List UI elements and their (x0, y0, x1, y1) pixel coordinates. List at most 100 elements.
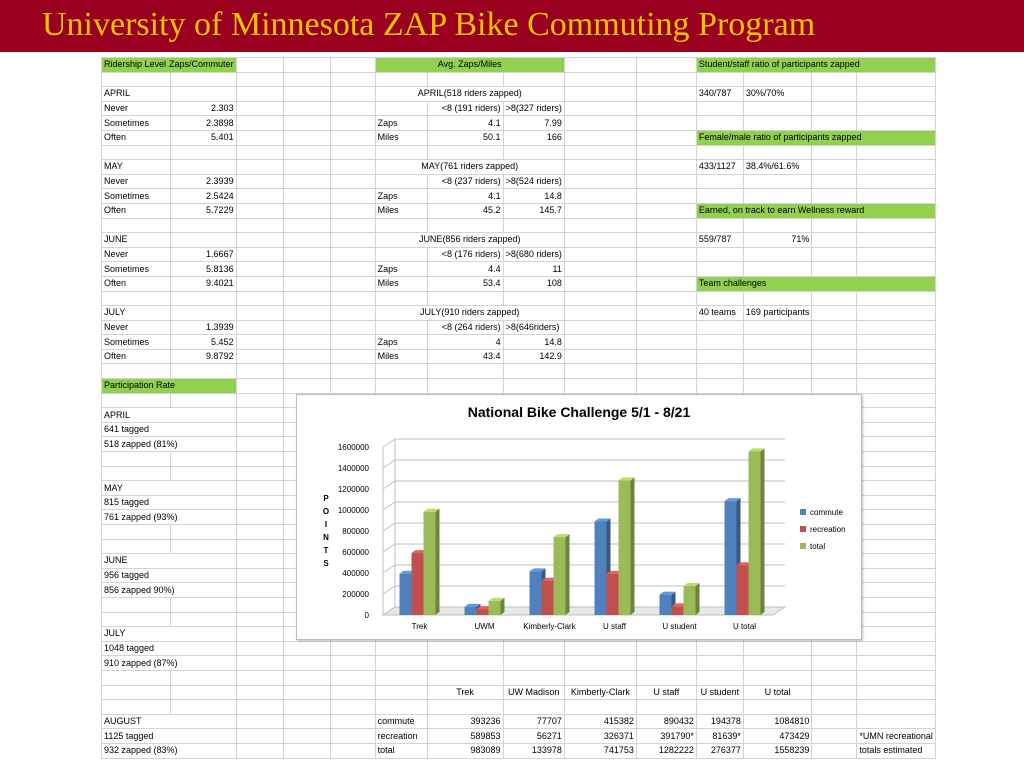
empty-cell (426, 290, 504, 307)
challenge-col-header: U student (695, 684, 744, 701)
grid-row: 1125 tagged recreation 589853 56271 326371 39… (101, 728, 936, 744)
bar-recreation (411, 553, 424, 615)
bar-commute (464, 606, 477, 615)
empty-cell (742, 290, 813, 307)
empty-cell (811, 669, 858, 686)
empty-cell (635, 100, 697, 117)
y-tick-label: 1000000 (338, 506, 370, 515)
riders-over-8: >8(327 riders) (502, 100, 565, 117)
empty-cell (426, 655, 504, 671)
empty-cell (235, 232, 284, 248)
bike-challenge-chart: National Bike Challenge 5/1 - 8/21 0 20000… (296, 394, 862, 640)
participation-tagged: 956 tagged (101, 567, 237, 584)
empty-cell (502, 669, 565, 686)
empty-cell (856, 319, 936, 336)
grid-row (100, 290, 936, 307)
empty-cell (100, 392, 172, 409)
empty-cell (329, 188, 376, 204)
empty-cell (235, 363, 284, 380)
ratio-value: 40 teams (695, 305, 744, 321)
empty-cell (811, 71, 858, 88)
empty-cell (235, 713, 284, 730)
empty-cell (170, 392, 237, 409)
empty-cell (856, 611, 936, 628)
empty-cell (170, 305, 237, 321)
participation-zapped: 910 zapped (87%) (101, 655, 237, 671)
empty-cell (170, 159, 237, 175)
miles-over-8: 166 (502, 129, 565, 146)
empty-cell (635, 363, 697, 380)
grid-row: JULY JULY(910 riders zapped) 40 teams 169 p… (100, 305, 936, 321)
bar-top (594, 518, 611, 522)
empty-cell (282, 261, 331, 277)
challenge-value: 393236 (426, 713, 504, 730)
empty-cell (695, 173, 744, 190)
y-tick-label: 800000 (342, 527, 369, 536)
grid-row: JUNE JUNE(856 riders zapped) 559/787 71% (100, 232, 936, 248)
empty-cell (282, 188, 331, 204)
empty-cell (329, 713, 376, 730)
empty-cell (856, 334, 936, 350)
participation-month: APRIL (101, 407, 237, 423)
empty-cell (856, 480, 936, 496)
bar-top (683, 582, 700, 586)
grid-row (100, 699, 936, 715)
empty-cell (856, 305, 936, 321)
grid-row: Ridership Level Zaps/Commuter Avg. Zaps/Mi… (101, 57, 936, 73)
empty-cell (235, 275, 284, 292)
empty-cell (235, 159, 284, 175)
empty-cell (170, 699, 237, 715)
empty-cell (235, 465, 284, 482)
challenge-col-header: UW Madison (502, 684, 565, 701)
empty-cell (282, 202, 331, 219)
challenge-row-label: commute (374, 713, 428, 730)
empty-cell (742, 115, 813, 131)
never-value: 1.6667 (170, 246, 237, 263)
empty-cell (235, 57, 284, 73)
empty-cell (282, 713, 331, 730)
empty-cell (374, 100, 428, 117)
empty-cell (856, 553, 936, 569)
x-tick-label: U student (662, 622, 697, 631)
bar-top (618, 477, 635, 481)
sometimes-value: 5.452 (170, 334, 237, 350)
empty-cell (635, 699, 697, 715)
empty-cell (563, 378, 637, 394)
empty-cell (811, 232, 858, 248)
empty-cell (811, 684, 858, 701)
miles-under-8: 43.4 (426, 348, 504, 365)
grid-row (100, 71, 936, 88)
empty-cell (235, 378, 284, 394)
challenge-value: 81639* (695, 728, 744, 744)
y-tick-label: 400000 (342, 569, 369, 578)
sometimes-value: 2.3898 (170, 115, 237, 131)
empty-cell (695, 363, 744, 380)
empty-cell (563, 363, 637, 380)
grid-row (100, 217, 936, 234)
empty-cell (635, 115, 697, 131)
x-tick-label: UWM (475, 622, 495, 631)
empty-cell (235, 524, 284, 540)
empty-cell (811, 173, 858, 190)
riders-under-8: <8 (191 riders) (426, 100, 504, 117)
empty-cell (374, 669, 428, 686)
empty-cell (563, 290, 637, 307)
y-axis-letter: I (325, 520, 327, 529)
avg-month-title: APRIL(518 riders zapped) (374, 86, 565, 102)
gridline-depth (382, 480, 396, 490)
empty-cell (329, 363, 376, 380)
x-tick-label: U total (733, 622, 756, 631)
challenge-row-label: recreation (374, 728, 428, 744)
empty-cell (502, 217, 565, 234)
empty-cell (100, 363, 172, 380)
empty-cell (235, 217, 284, 234)
bar-side (500, 597, 505, 615)
empty-cell (100, 217, 172, 234)
empty-cell (170, 596, 237, 613)
empty-cell (563, 232, 637, 248)
y-axis-letter: O (323, 507, 329, 516)
participation-zapped: 856 zapped 90%) (101, 582, 237, 598)
empty-cell (426, 378, 504, 394)
empty-cell (635, 246, 697, 263)
bar-top (553, 534, 570, 538)
